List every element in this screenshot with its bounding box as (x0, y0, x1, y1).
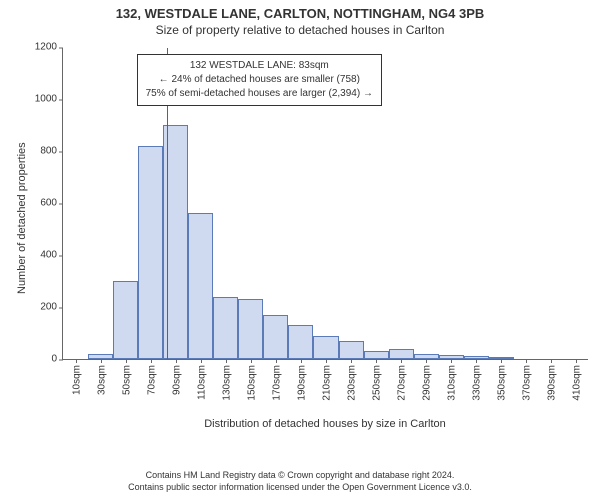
x-tick-label: 90sqm (169, 365, 182, 395)
histogram-bar (389, 349, 414, 359)
x-axis-label: Distribution of detached houses by size … (62, 418, 588, 430)
x-tick-label: 390sqm (545, 365, 558, 401)
x-tick-label: 130sqm (219, 365, 232, 401)
histogram-bar (489, 357, 514, 359)
annotation-box: 132 WESTDALE LANE: 83sqm← 24% of detache… (137, 54, 382, 106)
x-tick-label: 10sqm (69, 365, 82, 395)
x-tick-label: 70sqm (144, 365, 157, 395)
y-tick-label: 600 (40, 198, 63, 209)
annot-line: 75% of semi-detached houses are larger (… (146, 87, 373, 101)
chart-title-main: 132, WESTDALE LANE, CARLTON, NOTTINGHAM,… (0, 0, 600, 21)
x-tick-label: 310sqm (445, 365, 458, 401)
x-tick-label: 150sqm (244, 365, 257, 401)
x-tick-label: 370sqm (520, 365, 533, 401)
chart-title-sub: Size of property relative to detached ho… (0, 21, 600, 43)
x-tick-label: 30sqm (94, 365, 107, 395)
chart-plot-area: 02004006008001000120010sqm30sqm50sqm70sq… (62, 48, 588, 360)
x-tick-label: 330sqm (470, 365, 483, 401)
x-tick-label: 190sqm (294, 365, 307, 401)
histogram-bar (313, 336, 338, 359)
histogram-bar (414, 354, 439, 359)
x-tick-label: 170sqm (269, 365, 282, 401)
histogram-bar (138, 146, 163, 359)
y-tick-label: 1200 (35, 42, 63, 53)
histogram-bar (238, 299, 263, 359)
x-tick-label: 290sqm (420, 365, 433, 401)
y-axis-label: Number of detached properties (16, 142, 28, 294)
x-tick-label: 350sqm (495, 365, 508, 401)
y-tick-label: 800 (40, 146, 63, 157)
annot-line: ← 24% of detached houses are smaller (75… (146, 73, 373, 87)
x-tick-label: 210sqm (320, 365, 333, 401)
histogram-bar (364, 351, 389, 359)
x-tick-label: 250sqm (370, 365, 383, 401)
histogram-bar (213, 297, 238, 359)
histogram-bar (464, 356, 489, 359)
x-tick-label: 270sqm (395, 365, 408, 401)
y-tick-label: 0 (51, 354, 63, 365)
x-tick-label: 410sqm (570, 365, 583, 401)
histogram-bar (113, 281, 138, 359)
histogram-bar (439, 355, 464, 359)
histogram-bar (88, 354, 113, 359)
y-tick-label: 200 (40, 302, 63, 313)
chart-footer: Contains HM Land Registry data © Crown c… (0, 470, 600, 493)
histogram-bar (188, 213, 213, 359)
footer-line-1: Contains HM Land Registry data © Crown c… (0, 470, 600, 482)
histogram-bar (263, 315, 288, 359)
histogram-bar (339, 341, 364, 359)
annot-line: 132 WESTDALE LANE: 83sqm (146, 59, 373, 73)
y-tick-label: 400 (40, 250, 63, 261)
x-tick-label: 230sqm (345, 365, 358, 401)
footer-line-2: Contains public sector information licen… (0, 482, 600, 494)
y-tick-label: 1000 (35, 94, 63, 105)
histogram-bar (288, 325, 313, 359)
x-tick-label: 50sqm (119, 365, 132, 395)
x-tick-label: 110sqm (194, 365, 207, 400)
